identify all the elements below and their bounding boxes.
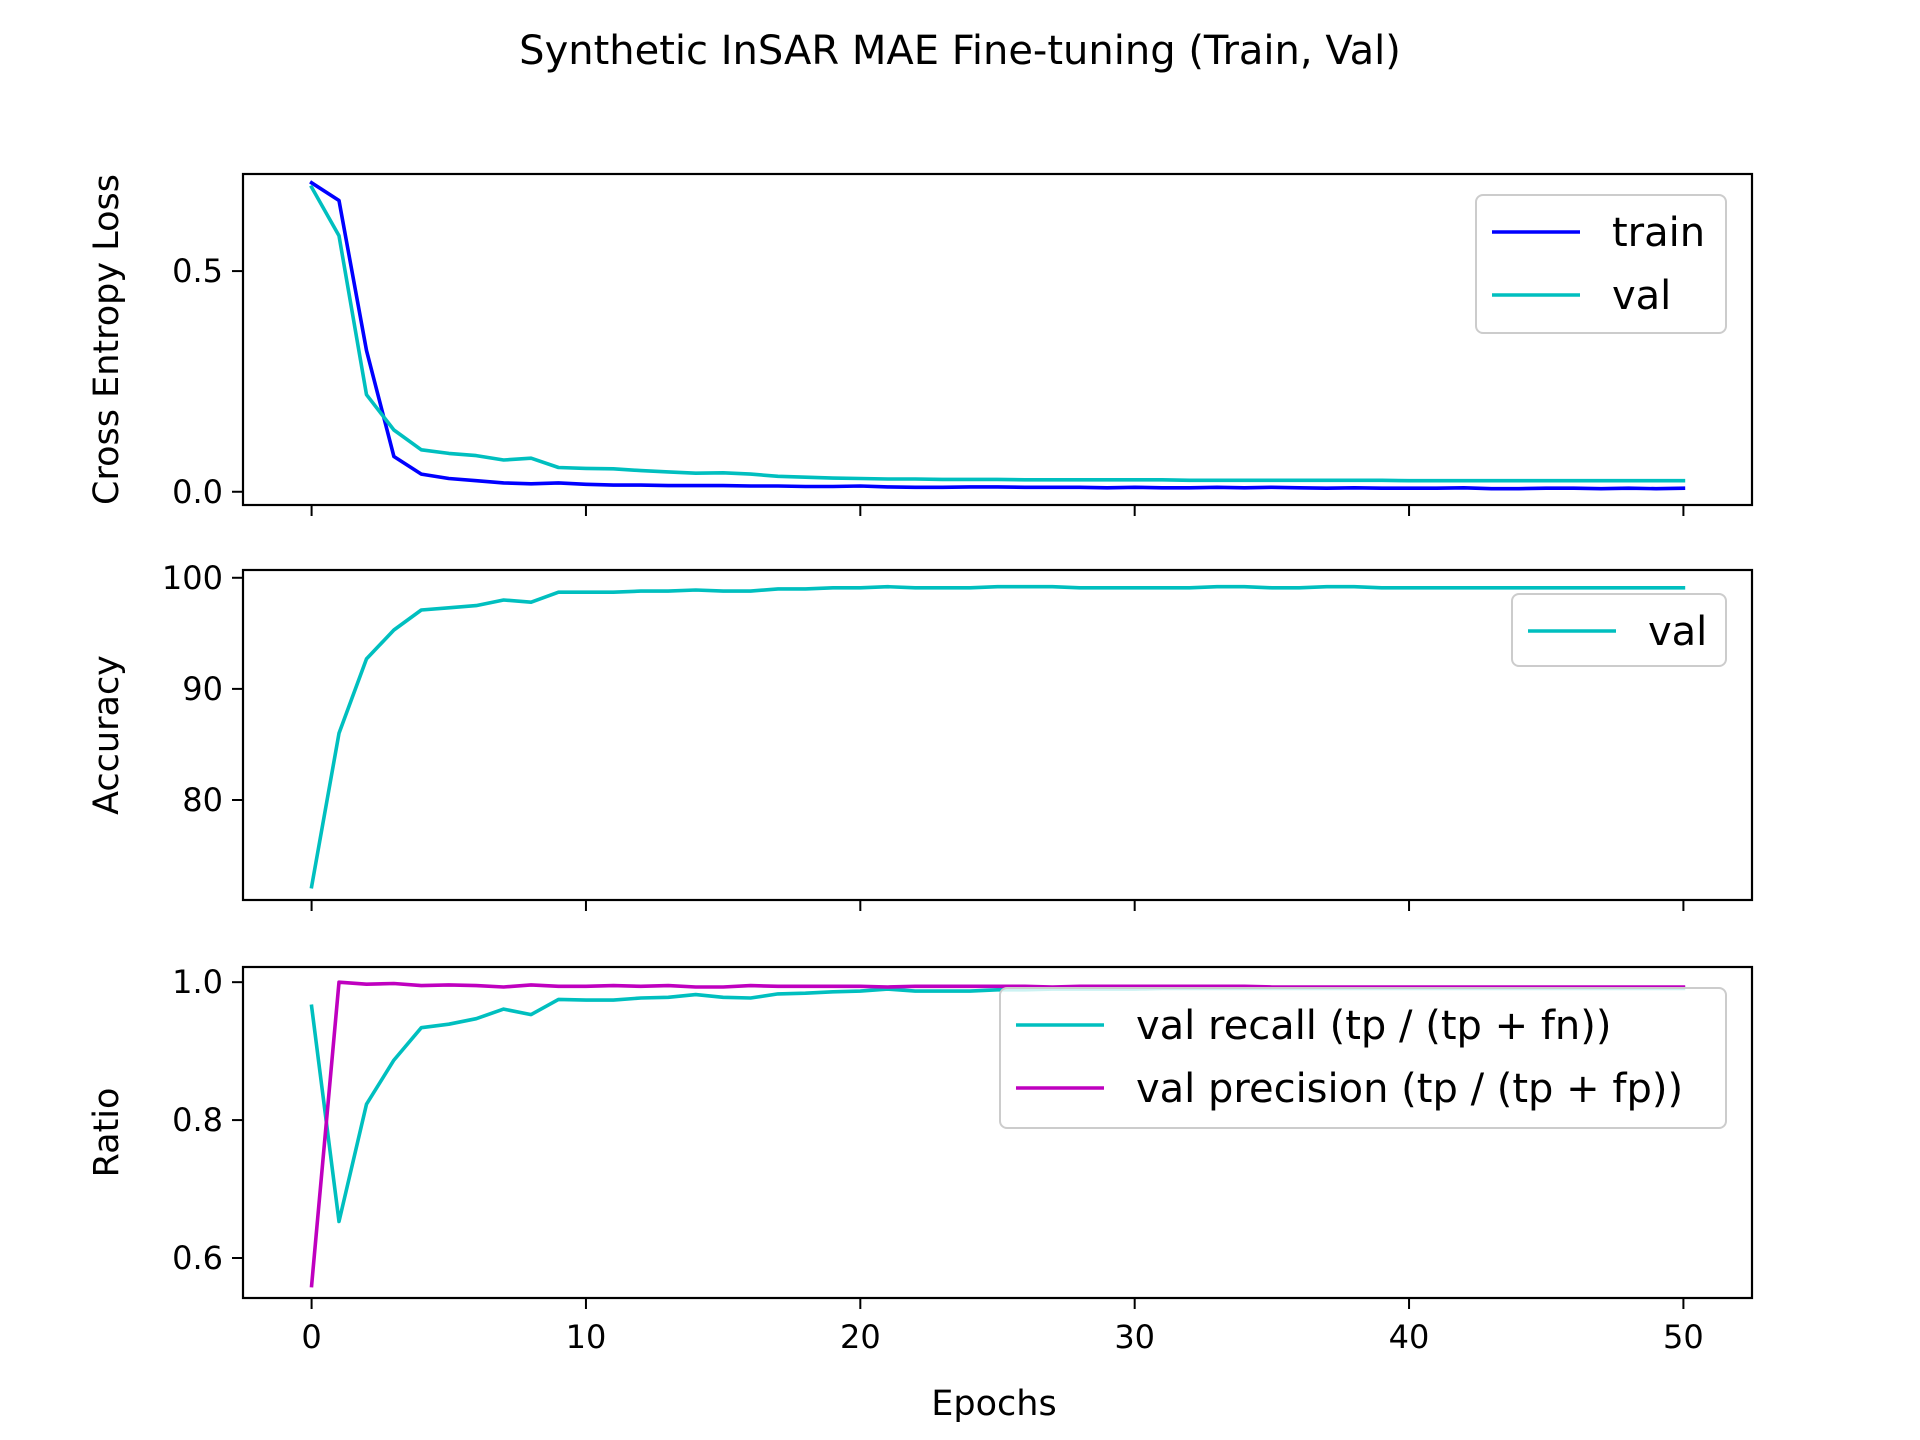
y-tick-label: 0.0 bbox=[172, 473, 223, 511]
y-tick-label: 100 bbox=[162, 559, 223, 597]
y-axis-label-3: Ratio bbox=[87, 1088, 127, 1178]
x-tick-label: 30 bbox=[1114, 1318, 1155, 1356]
series-line-2-1 bbox=[309, 584, 1686, 889]
x-tick-label: 0 bbox=[301, 1318, 321, 1356]
legend-label: val precision (tp / (tp + fp)) bbox=[1136, 1066, 1683, 1112]
axes-frame-2 bbox=[241, 568, 1754, 902]
y-tick-label: 90 bbox=[182, 670, 223, 708]
legend-frame bbox=[999, 987, 1727, 1129]
x-axis-label: Epochs bbox=[931, 1384, 1056, 1424]
series-line-1-2 bbox=[309, 184, 1686, 483]
legend-label: train bbox=[1612, 210, 1705, 256]
legend-frame bbox=[1511, 593, 1727, 667]
y-axis-label-2: Accuracy bbox=[87, 655, 127, 815]
x-tick-label: 50 bbox=[1663, 1318, 1704, 1356]
y-tick-label: 1.0 bbox=[172, 963, 223, 1001]
y-axis-label-1: Cross Entropy Loss bbox=[87, 174, 127, 505]
y-tick-label: 80 bbox=[182, 781, 223, 819]
legend-label: val bbox=[1648, 609, 1707, 655]
legend-label: val recall (tp / (tp + fn)) bbox=[1136, 1003, 1612, 1049]
axes-frame-1 bbox=[241, 172, 1754, 507]
legend-frame bbox=[1475, 194, 1727, 334]
legend-1: train val bbox=[1475, 194, 1727, 334]
panel-2: 80 90 100 Accuracy val bbox=[87, 559, 1754, 911]
legend-label: val bbox=[1612, 273, 1671, 319]
figure-title: Synthetic InSAR MAE Fine-tuning (Train, … bbox=[519, 28, 1401, 74]
x-tick-label: 20 bbox=[840, 1318, 881, 1356]
legend-3: val recall (tp / (tp + fn)) val precision… bbox=[999, 987, 1727, 1129]
y-tick-label: 0.8 bbox=[172, 1101, 223, 1139]
x-tick-label: 10 bbox=[566, 1318, 607, 1356]
x-tick-label: 40 bbox=[1389, 1318, 1430, 1356]
series-line-1-1 bbox=[309, 180, 1686, 491]
panel-3: 0 10 20 30 40 50 0.6 0.8 1.0 Ratio val recall (tp … bbox=[87, 963, 1754, 1356]
y-tick-label: 0.6 bbox=[172, 1239, 223, 1277]
y-tick-label: 0.5 bbox=[172, 252, 223, 290]
legend-2: val bbox=[1511, 593, 1727, 667]
panel-1: 0.0 0.5 Cross Entropy Loss train val bbox=[87, 172, 1754, 516]
axes-frame-3 bbox=[241, 965, 1754, 1300]
